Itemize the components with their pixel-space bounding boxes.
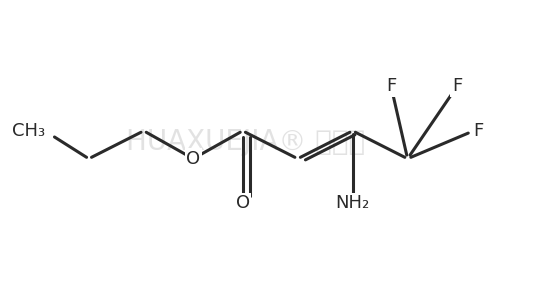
Text: NH₂: NH₂	[335, 194, 370, 212]
Text: CH₃: CH₃	[12, 122, 45, 140]
Text: HUAXUEJIA® 化学加: HUAXUEJIA® 化学加	[126, 128, 365, 156]
Text: O: O	[236, 194, 250, 212]
Text: F: F	[452, 77, 462, 95]
Text: O: O	[186, 150, 200, 168]
Text: F: F	[474, 122, 484, 140]
Text: F: F	[386, 77, 396, 95]
